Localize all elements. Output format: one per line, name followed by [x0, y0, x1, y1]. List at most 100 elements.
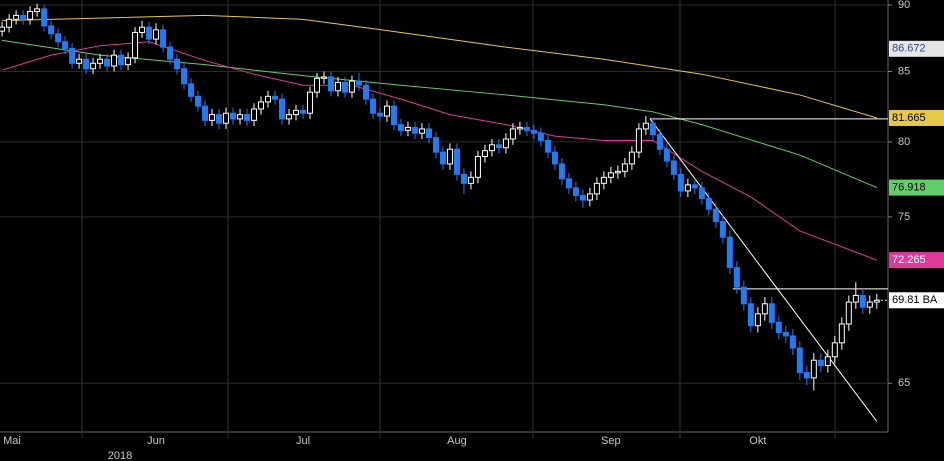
candle-body	[216, 114, 223, 124]
candle-body	[656, 134, 663, 150]
y-tick-label: 65	[898, 377, 910, 389]
candle-body	[306, 91, 313, 114]
candle-body	[146, 26, 153, 40]
candle-body	[838, 323, 845, 344]
candle-body	[272, 95, 279, 100]
x-tick-label: Okt	[749, 435, 766, 447]
candle-body	[293, 109, 299, 116]
trend-line	[649, 118, 878, 422]
candle-body	[845, 301, 852, 325]
candle-body	[425, 128, 432, 139]
ma-label: 72.265	[892, 254, 926, 266]
y-tick-label: 80	[898, 136, 910, 148]
candle-body	[691, 184, 698, 189]
ma-label-box	[889, 179, 944, 196]
ma-label-box	[889, 252, 944, 269]
candle-body	[747, 303, 754, 327]
candle-body	[712, 208, 719, 223]
candle-body	[76, 58, 83, 64]
candle-body	[670, 160, 677, 175]
candle-body	[796, 347, 803, 374]
candle-body	[621, 163, 628, 172]
candle-body	[495, 144, 502, 149]
candle-body	[265, 95, 272, 103]
candle-body	[544, 139, 551, 153]
candle-body	[642, 122, 649, 130]
candle-body	[132, 31, 139, 59]
candle-body	[754, 313, 761, 327]
candle-body	[866, 301, 873, 308]
candle-body	[530, 129, 537, 134]
candle-body	[195, 95, 202, 107]
candle-body	[761, 303, 768, 315]
last-price-box	[889, 292, 944, 309]
ma-label-box	[889, 109, 944, 126]
year-label: 2018	[108, 450, 132, 461]
candle-body	[383, 105, 390, 117]
candle-body	[41, 8, 48, 27]
candle-body	[432, 137, 439, 153]
candle-body	[460, 173, 467, 184]
candle-body	[223, 112, 230, 124]
candle-body	[62, 41, 69, 49]
candle-body	[859, 294, 866, 308]
candle-body	[90, 62, 97, 70]
candle-body	[439, 151, 446, 165]
candle-body	[586, 193, 593, 201]
candle-body	[740, 286, 747, 305]
candle-body	[55, 33, 62, 43]
candle-body	[0, 26, 6, 32]
candle-body	[104, 58, 111, 67]
candle-body	[635, 128, 642, 153]
candle-body	[446, 148, 453, 165]
candle-body	[13, 14, 20, 20]
ma-label: 76.918	[892, 181, 926, 193]
x-tick-label: Jul	[296, 435, 310, 447]
candle-body	[803, 372, 810, 379]
candle-body	[355, 80, 362, 86]
candle-body	[467, 176, 474, 184]
candle-body	[125, 57, 132, 66]
x-tick-label: Aug	[447, 435, 467, 447]
candle-body	[782, 332, 789, 337]
candle-body	[824, 356, 831, 367]
candle-body	[572, 187, 579, 196]
moving-average	[1, 41, 877, 261]
candle-body	[789, 335, 796, 349]
candle-body	[6, 18, 13, 28]
candle-body	[719, 221, 726, 238]
moving-average	[2, 14, 877, 119]
candle-body	[327, 76, 334, 92]
marker-label: 86.672	[892, 43, 926, 55]
candle-body	[320, 76, 327, 79]
candle-body	[558, 163, 565, 180]
candle-body	[607, 172, 614, 178]
candle-body	[160, 29, 167, 48]
candle-body	[299, 109, 306, 114]
candle-body	[83, 58, 90, 70]
y-tick-label: 75	[898, 211, 910, 223]
candle-body	[726, 236, 733, 269]
candle-body	[453, 148, 460, 175]
candle-body	[523, 126, 530, 131]
candle-body	[181, 68, 188, 85]
candle-body	[551, 151, 558, 165]
candle-body	[579, 194, 586, 201]
candle-body	[258, 101, 265, 110]
candle-body	[593, 182, 600, 195]
candle-body	[69, 47, 76, 64]
candle-body	[684, 184, 691, 192]
candle-body	[397, 124, 404, 131]
candle-body	[733, 267, 740, 288]
candle-body	[817, 359, 824, 367]
candle-body	[348, 80, 355, 93]
candle-body	[698, 187, 705, 199]
candle-body	[509, 128, 516, 140]
candle-body	[775, 321, 782, 334]
candle-body	[118, 54, 125, 66]
candle-body	[481, 150, 488, 158]
candle-body	[362, 84, 369, 100]
marker-box	[889, 40, 944, 57]
candle-body	[230, 112, 237, 120]
